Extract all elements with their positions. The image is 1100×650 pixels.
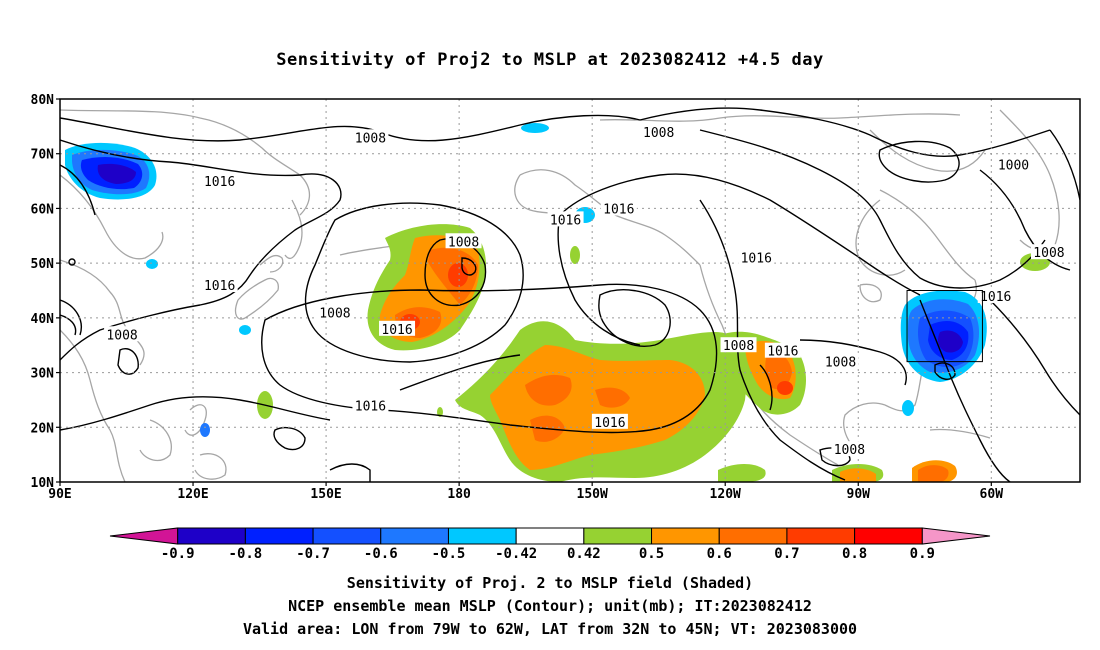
colorbar: -0.9 -0.8 -0.7 -0.6 -0.5 -0.42 0.42 0.5 0.6 0.7 0.… (109, 527, 991, 562)
colorbar-swatch (515, 527, 585, 545)
contour-label-bg (445, 233, 482, 249)
caption-contour: NCEP ensemble mean MSLP (Contour); unit(… (288, 597, 812, 615)
contour-label: 1008 (106, 328, 137, 343)
lat-tick-label: 40N (31, 312, 55, 327)
contour-label: 1008 (643, 126, 674, 141)
contour-label-bg (640, 123, 677, 139)
lon-tick-label: 150W (577, 487, 608, 502)
contour-label-bg (547, 211, 584, 227)
contour-label-bg (1030, 244, 1067, 260)
colorbar-swatch (651, 527, 720, 545)
map-frame (59, 98, 1081, 483)
chart-title: Sensitivity of Proj2 to MSLP at 20230824… (276, 50, 824, 70)
colorbar-label: 0.5 (639, 546, 664, 562)
lat-tick-label: 10N (31, 476, 55, 491)
colorbar-swatch (244, 527, 314, 545)
colorbar-swatch (177, 527, 246, 545)
contour-label: 1016 (550, 213, 581, 228)
contour-label-bg (352, 397, 389, 413)
contour-label-bg (352, 129, 389, 145)
contour-label: 1008 (448, 235, 479, 250)
contour-label-bg (831, 441, 868, 457)
contour-label: 1016 (980, 290, 1011, 305)
colorbar-label: -0.8 (229, 546, 263, 562)
mslp-contours (60, 107, 1080, 482)
contour-label: 1016 (767, 345, 798, 360)
sensitivity-map: 1008 1008 1000 1016 1016 1016 1008 1016 1008 1016… (31, 93, 1081, 502)
latitude-labels: 80N 70N 60N 50N 40N 30N 20N 10N (31, 93, 60, 491)
colorbar-swatch (380, 527, 449, 545)
contour-label-bg (379, 320, 416, 336)
lat-tick-label: 80N (31, 93, 55, 108)
colorbar-swatch (583, 527, 653, 545)
colorbar-swatch-low (109, 527, 179, 545)
colorbar-swatch (718, 527, 788, 545)
contour-label-bg (720, 337, 757, 353)
valid-area-box (906, 290, 983, 363)
lat-tick-label: 60N (31, 202, 55, 217)
contour-labels: 1008 1008 1000 1016 1016 1016 1008 1016 1008 1016… (104, 123, 1067, 458)
contour-label: 1000 (998, 159, 1029, 174)
colorbar-swatch (786, 527, 856, 545)
colorbar-label: 0.42 (567, 546, 601, 562)
contour-label: 1016 (741, 252, 772, 267)
contour-label-bg (977, 287, 1014, 303)
contour-label: 1016 (594, 416, 625, 431)
contour-label-bg (591, 413, 628, 429)
contour-label: 1016 (204, 175, 235, 190)
colorbar-label: -0.6 (364, 546, 398, 562)
lon-tick-label: 90W (847, 487, 871, 502)
contour-label-bg (738, 249, 775, 265)
colorbar-label: 0.9 (910, 546, 935, 562)
contour-label-bg (201, 173, 238, 189)
lat-tick-label: 70N (31, 148, 55, 163)
colorbar-label: -0.7 (296, 546, 330, 562)
contour-label-bg (600, 200, 637, 216)
colorbar-swatch (854, 527, 923, 545)
contour-label: 1008 (1033, 246, 1064, 261)
colorbar-label: 0.7 (774, 546, 799, 562)
colorbar-label: 0.8 (842, 546, 867, 562)
lon-tick-label: 150E (310, 487, 341, 502)
contour-label-bg (201, 277, 238, 293)
contour-label: 1016 (603, 202, 634, 217)
colorbar-label: -0.9 (161, 546, 195, 562)
lon-tick-label: 120W (710, 487, 741, 502)
colorbar-label: -0.42 (495, 546, 537, 562)
contour-label: 1016 (204, 279, 235, 294)
colorbar-swatch-high (921, 527, 991, 545)
caption-valid-area: Valid area: LON from 79W to 62W, LAT fro… (242, 620, 858, 638)
caption-shaded: Sensitivity of Proj. 2 to MSLP field (Sh… (346, 574, 754, 592)
contour-label-bg (104, 326, 141, 342)
contour-label: 1016 (381, 323, 412, 338)
contour-label: 1016 (355, 399, 386, 414)
sensitivity-shading (65, 123, 1050, 482)
lon-tick-label: 60W (980, 487, 1004, 502)
contour-label-bg (822, 353, 859, 369)
colorbar-swatch (312, 527, 382, 545)
lat-tick-label: 50N (31, 257, 55, 272)
lat-tick-label: 20N (31, 421, 55, 436)
lon-tick-label: 90E (48, 487, 71, 502)
lon-tick-label: 180 (447, 487, 471, 502)
contour-label: 1008 (319, 306, 350, 321)
colorbar-swatch (447, 527, 517, 545)
contour-label: 1008 (355, 131, 386, 146)
contour-label-bg (995, 156, 1032, 172)
contour-label: 1008 (825, 356, 856, 371)
contour-label-bg (316, 304, 353, 320)
longitude-labels: 90E 120E 150E 180 150W 120W 90W 60W (48, 482, 1003, 502)
colorbar-label: -0.5 (432, 546, 466, 562)
contour-label-bg (764, 342, 801, 358)
lat-tick-label: 30N (31, 367, 55, 382)
contour-label: 1008 (834, 443, 865, 458)
contour-label: 1008 (723, 339, 754, 354)
colorbar-label: 0.6 (707, 546, 732, 562)
lon-tick-label: 120E (177, 487, 208, 502)
